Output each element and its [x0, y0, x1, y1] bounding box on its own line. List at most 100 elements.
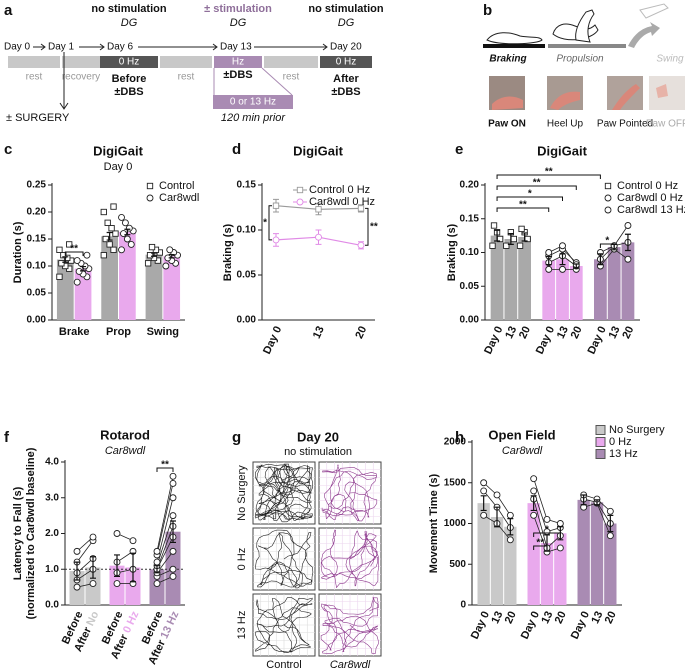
legend-label: Control 0 Hz [617, 180, 678, 192]
significance-label: ** [536, 538, 544, 549]
significance-label: ** [519, 200, 527, 211]
data-point [169, 547, 177, 555]
bar [490, 235, 504, 320]
phase-label: Braking [489, 54, 526, 65]
event-label: Paw Pointed [597, 119, 653, 130]
data-point [60, 252, 67, 259]
panel-label: f [4, 429, 10, 446]
bar [504, 526, 517, 605]
segment-note: Before [112, 73, 147, 85]
y-tick-label: 0.15 [460, 213, 480, 224]
y-axis-label: (normalized to Car8wdl baseline) [25, 447, 37, 619]
data-point [73, 583, 81, 591]
data-point [315, 233, 322, 241]
x-tick-label: Prop [106, 326, 131, 338]
chart-panel: h Open Field Car8wdl 0 500 1000 1500 2000 Moveme… [428, 424, 665, 641]
chart-panel: f Rotarod Car8wdl 0.0 1.0 2.0 3.0 4.0 Latency to… [4, 427, 185, 667]
error-bar [170, 520, 176, 544]
legend-label: Car8wdl 0 Hz [309, 196, 375, 208]
data-point [106, 241, 113, 248]
chart-title: Rotarod [100, 427, 150, 442]
x-tick-text: Day 0 [585, 324, 608, 356]
timeline-arrows [33, 43, 328, 51]
data-point [272, 202, 280, 209]
callout-lines [213, 67, 293, 96]
bar [149, 569, 165, 605]
y-tick-label: 4.0 [45, 457, 59, 468]
paw [550, 91, 580, 110]
data-point [315, 206, 322, 213]
data-point [357, 205, 365, 212]
phase-bar [548, 44, 626, 48]
data-point [118, 213, 125, 221]
significance-label: * [528, 189, 532, 200]
y-axis-label: Movement Time (s) [428, 473, 440, 573]
data-point [56, 246, 63, 253]
significance-label: * [263, 217, 267, 228]
data-point [503, 242, 510, 249]
day-label: Day 6 [107, 42, 134, 53]
error-bar [545, 255, 552, 266]
significance-bracket [533, 532, 561, 537]
chart-subtitle: Day 0 [104, 161, 133, 173]
panel-subtitle: no stimulation [284, 446, 352, 458]
data-point [148, 243, 156, 251]
bar [569, 266, 583, 320]
data-point [516, 242, 524, 249]
foot-shape [639, 3, 669, 19]
segment [214, 56, 262, 68]
data-point [104, 219, 111, 226]
significance-label: ** [370, 221, 378, 232]
segment-label: 0 Hz [119, 57, 140, 68]
x-tick-label: 20 [517, 324, 533, 340]
x-tick-text: 13 [589, 609, 605, 625]
x-tick-text: 13 [606, 324, 622, 340]
significance-bracket [496, 185, 577, 190]
y-tick-label: 3.0 [45, 492, 59, 503]
error-bar [580, 494, 587, 506]
data-point [66, 241, 73, 248]
column-label: Car8wdl [330, 659, 371, 671]
bar [607, 247, 621, 320]
event-label: Paw OFF [646, 119, 685, 130]
data-point [113, 530, 121, 537]
data-point [606, 532, 614, 540]
error-bar [607, 514, 614, 533]
phase-label: Propulsion [556, 54, 604, 65]
significance-bracket [268, 205, 272, 241]
surgery-arrow [59, 52, 69, 110]
data-point [543, 515, 551, 523]
error-bar [114, 554, 120, 577]
error-bar [74, 561, 80, 581]
data-point [110, 246, 117, 253]
bar [542, 260, 556, 320]
x-tick-label: 13 [489, 609, 505, 625]
x-tick-text: Day 0 [569, 609, 592, 641]
segment [62, 56, 100, 68]
y-tick-label: 0.00 [27, 315, 47, 326]
legend-label: No Surgery [609, 424, 665, 436]
error-bar [573, 263, 580, 269]
y-tick-label: 1.0 [45, 564, 59, 575]
bar [518, 236, 531, 320]
data-point [510, 235, 518, 243]
error-bar [80, 265, 87, 272]
bar [554, 533, 567, 605]
x-tick-text: 20 [517, 324, 533, 340]
x-tick-series: 0 Hz [121, 609, 142, 635]
data-point [89, 580, 97, 587]
panel-g: g Day 20 no stimulation No Surgery 0 Hz … [232, 429, 382, 671]
panel-label: h [455, 429, 464, 446]
y-tick-label: 0 [460, 600, 466, 611]
y-tick-label: 0.05 [460, 281, 480, 292]
y-tick-label: 0.20 [460, 180, 480, 191]
error-bar [494, 229, 501, 242]
legend-marker [146, 182, 154, 190]
data-point [102, 235, 109, 243]
data-point [123, 235, 131, 243]
error-bar [130, 552, 136, 583]
track-box [252, 461, 316, 525]
error-bar [507, 518, 514, 536]
legend-marker [604, 182, 612, 190]
data-point [530, 511, 538, 519]
